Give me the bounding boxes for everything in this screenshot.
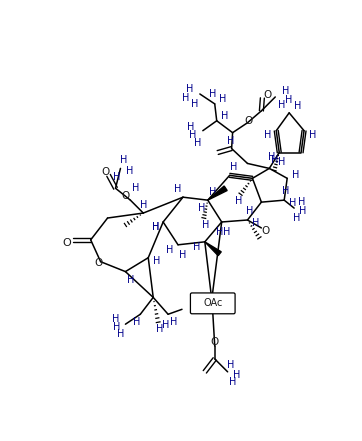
Text: O: O xyxy=(63,238,71,248)
Text: H: H xyxy=(187,122,195,132)
Text: H: H xyxy=(229,377,236,387)
Text: H: H xyxy=(156,324,164,334)
Text: H: H xyxy=(167,245,174,255)
Text: H: H xyxy=(179,250,187,260)
Text: H: H xyxy=(282,186,290,196)
Text: H: H xyxy=(309,130,317,140)
FancyBboxPatch shape xyxy=(190,293,235,314)
Text: OAc: OAc xyxy=(203,299,222,308)
Text: H: H xyxy=(294,101,302,111)
Text: H: H xyxy=(112,314,119,324)
Text: O: O xyxy=(261,226,269,236)
Text: H: H xyxy=(163,320,170,330)
Text: H: H xyxy=(290,198,297,208)
Text: H: H xyxy=(152,222,159,232)
Text: H: H xyxy=(193,242,201,252)
Text: O: O xyxy=(244,116,253,126)
Text: H: H xyxy=(227,136,234,146)
Text: H: H xyxy=(252,218,259,228)
Text: H: H xyxy=(171,317,178,327)
Text: H: H xyxy=(194,138,202,148)
Text: O: O xyxy=(211,337,219,347)
Text: H: H xyxy=(209,89,216,99)
Text: H: H xyxy=(198,203,206,213)
Text: O: O xyxy=(121,191,130,201)
Text: H: H xyxy=(221,111,228,121)
Text: O: O xyxy=(101,168,110,177)
Text: H: H xyxy=(278,157,285,168)
Text: H: H xyxy=(223,227,230,237)
Text: H: H xyxy=(174,184,182,194)
Text: H: H xyxy=(113,322,120,332)
Text: H: H xyxy=(299,206,307,216)
Text: H: H xyxy=(278,100,285,110)
Text: H: H xyxy=(186,84,194,94)
Text: H: H xyxy=(127,275,134,284)
Text: H: H xyxy=(140,200,147,210)
Text: H: H xyxy=(189,130,197,140)
Text: H: H xyxy=(230,162,237,172)
Polygon shape xyxy=(208,186,227,200)
Text: H: H xyxy=(152,256,160,265)
Text: H: H xyxy=(117,329,124,339)
Text: O: O xyxy=(263,90,272,100)
Polygon shape xyxy=(205,242,221,256)
Text: H: H xyxy=(126,166,133,176)
Text: H: H xyxy=(132,317,140,327)
Text: H: H xyxy=(113,172,120,182)
Text: H: H xyxy=(268,153,275,162)
Text: H: H xyxy=(294,213,301,223)
Text: H: H xyxy=(209,187,216,197)
Text: H: H xyxy=(132,183,139,193)
Text: H: H xyxy=(282,86,289,96)
Text: H: H xyxy=(286,95,293,105)
Text: H: H xyxy=(235,196,242,206)
Text: H: H xyxy=(202,220,210,230)
Text: H: H xyxy=(233,370,240,380)
Text: H: H xyxy=(191,99,199,109)
Text: H: H xyxy=(264,130,271,140)
Text: H: H xyxy=(120,156,127,165)
Text: H: H xyxy=(270,156,278,165)
Text: H: H xyxy=(227,360,234,370)
Text: H: H xyxy=(246,206,253,216)
Text: H: H xyxy=(219,94,226,104)
Text: O: O xyxy=(94,258,103,268)
Text: H: H xyxy=(292,170,300,180)
Text: H: H xyxy=(182,93,190,103)
Text: H: H xyxy=(152,222,159,232)
Text: H: H xyxy=(216,227,223,237)
Text: H: H xyxy=(298,197,306,207)
